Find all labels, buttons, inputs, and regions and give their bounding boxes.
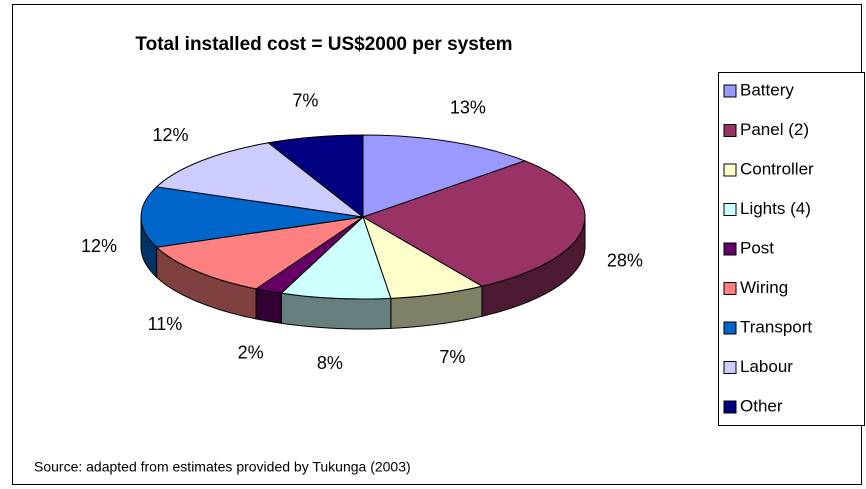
legend-swatch — [723, 203, 737, 216]
legend-swatch — [723, 321, 737, 335]
pie-side — [255, 288, 282, 324]
pie-slice — [155, 142, 365, 218]
legend-label: Wiring — [740, 278, 788, 297]
legend-swatch — [723, 124, 737, 137]
data-label: 13% — [450, 97, 486, 117]
legend-swatch — [723, 361, 737, 374]
data-label: 12% — [81, 236, 117, 256]
pie-slice — [155, 216, 364, 290]
legend-label: Battery — [740, 80, 794, 99]
source-note: Source: adapted from estimates provided … — [34, 459, 411, 475]
data-label: 11% — [148, 314, 183, 334]
pie-slice — [280, 216, 392, 300]
legend-label: Panel (2) — [740, 120, 809, 139]
legend-label: Transport — [740, 317, 812, 336]
legend-box — [718, 72, 865, 426]
legend-label: Labour — [740, 357, 793, 376]
legend-label: Other — [740, 396, 783, 415]
chart-title: Total installed cost = US$2000 per syste… — [135, 34, 512, 55]
legend-swatch — [723, 400, 737, 414]
legend-label: Controller — [740, 159, 814, 178]
pie-slice — [267, 134, 364, 219]
legend-swatch — [723, 163, 737, 177]
legend-swatch — [723, 282, 737, 295]
legend-swatch — [723, 242, 737, 256]
data-label: 7% — [439, 347, 465, 367]
data-label: 28% — [607, 251, 643, 271]
legend-swatch — [723, 84, 737, 98]
pie-slice — [362, 134, 527, 218]
data-label: 8% — [317, 353, 343, 373]
data-label: 12% — [153, 125, 189, 145]
pie-slice — [140, 186, 364, 248]
pie-slice — [361, 160, 586, 287]
legend-label: Lights (4) — [740, 199, 811, 218]
data-label: 2% — [238, 343, 264, 363]
data-label: 7% — [292, 91, 318, 111]
legend-label: Post — [740, 238, 774, 257]
